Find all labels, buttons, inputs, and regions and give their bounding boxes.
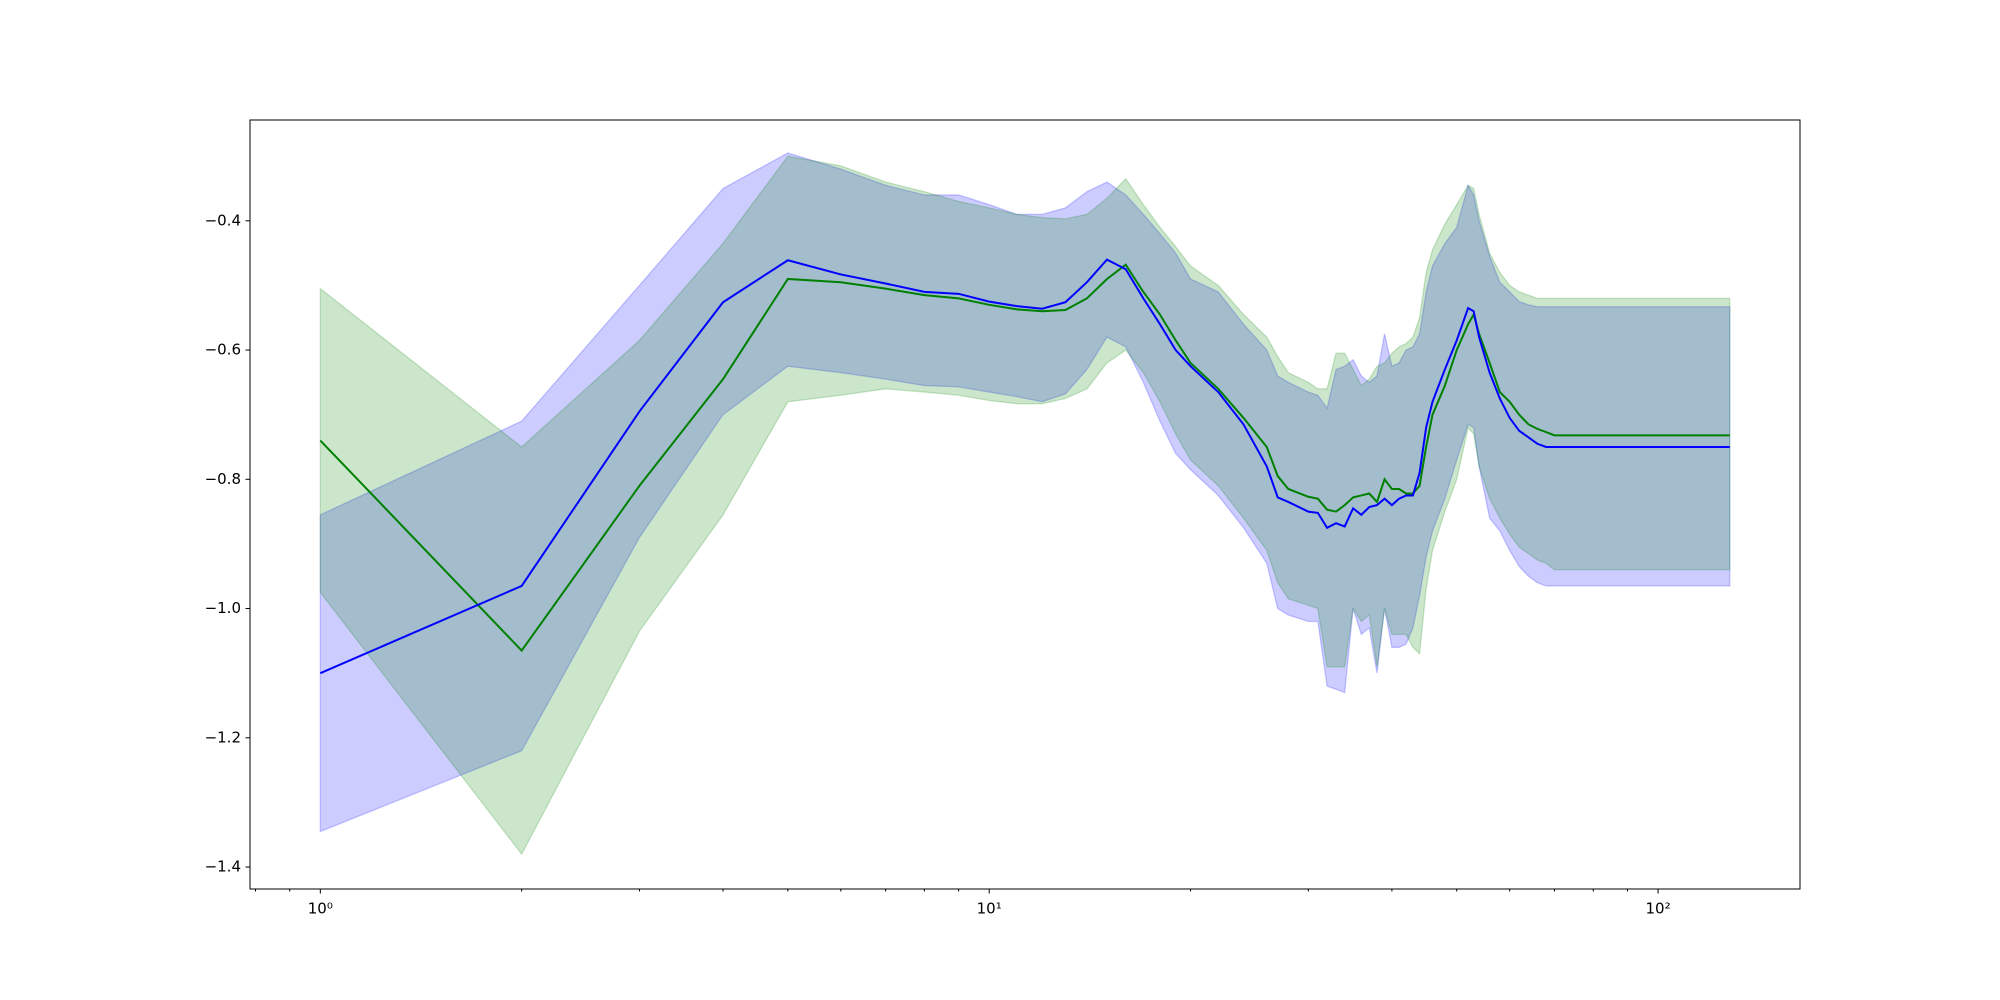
x-tick-label: 10² (1646, 900, 1671, 918)
y-tick-label: −0.8 (205, 470, 241, 488)
y-tick-label: −1.2 (205, 728, 241, 746)
band (319, 152, 1731, 833)
band (319, 155, 1731, 856)
x-tick-label: 10⁰ (308, 900, 333, 918)
y-tick-label: −0.6 (205, 341, 241, 359)
y-tick-label: −1.4 (205, 858, 241, 876)
x-tick-label: 10¹ (977, 900, 1002, 918)
line (319, 258, 1730, 675)
y-tick-label: −0.4 (205, 211, 241, 229)
line (319, 263, 1730, 653)
plot-frame (249, 119, 1801, 890)
y-tick-label: −1.0 (205, 599, 241, 617)
